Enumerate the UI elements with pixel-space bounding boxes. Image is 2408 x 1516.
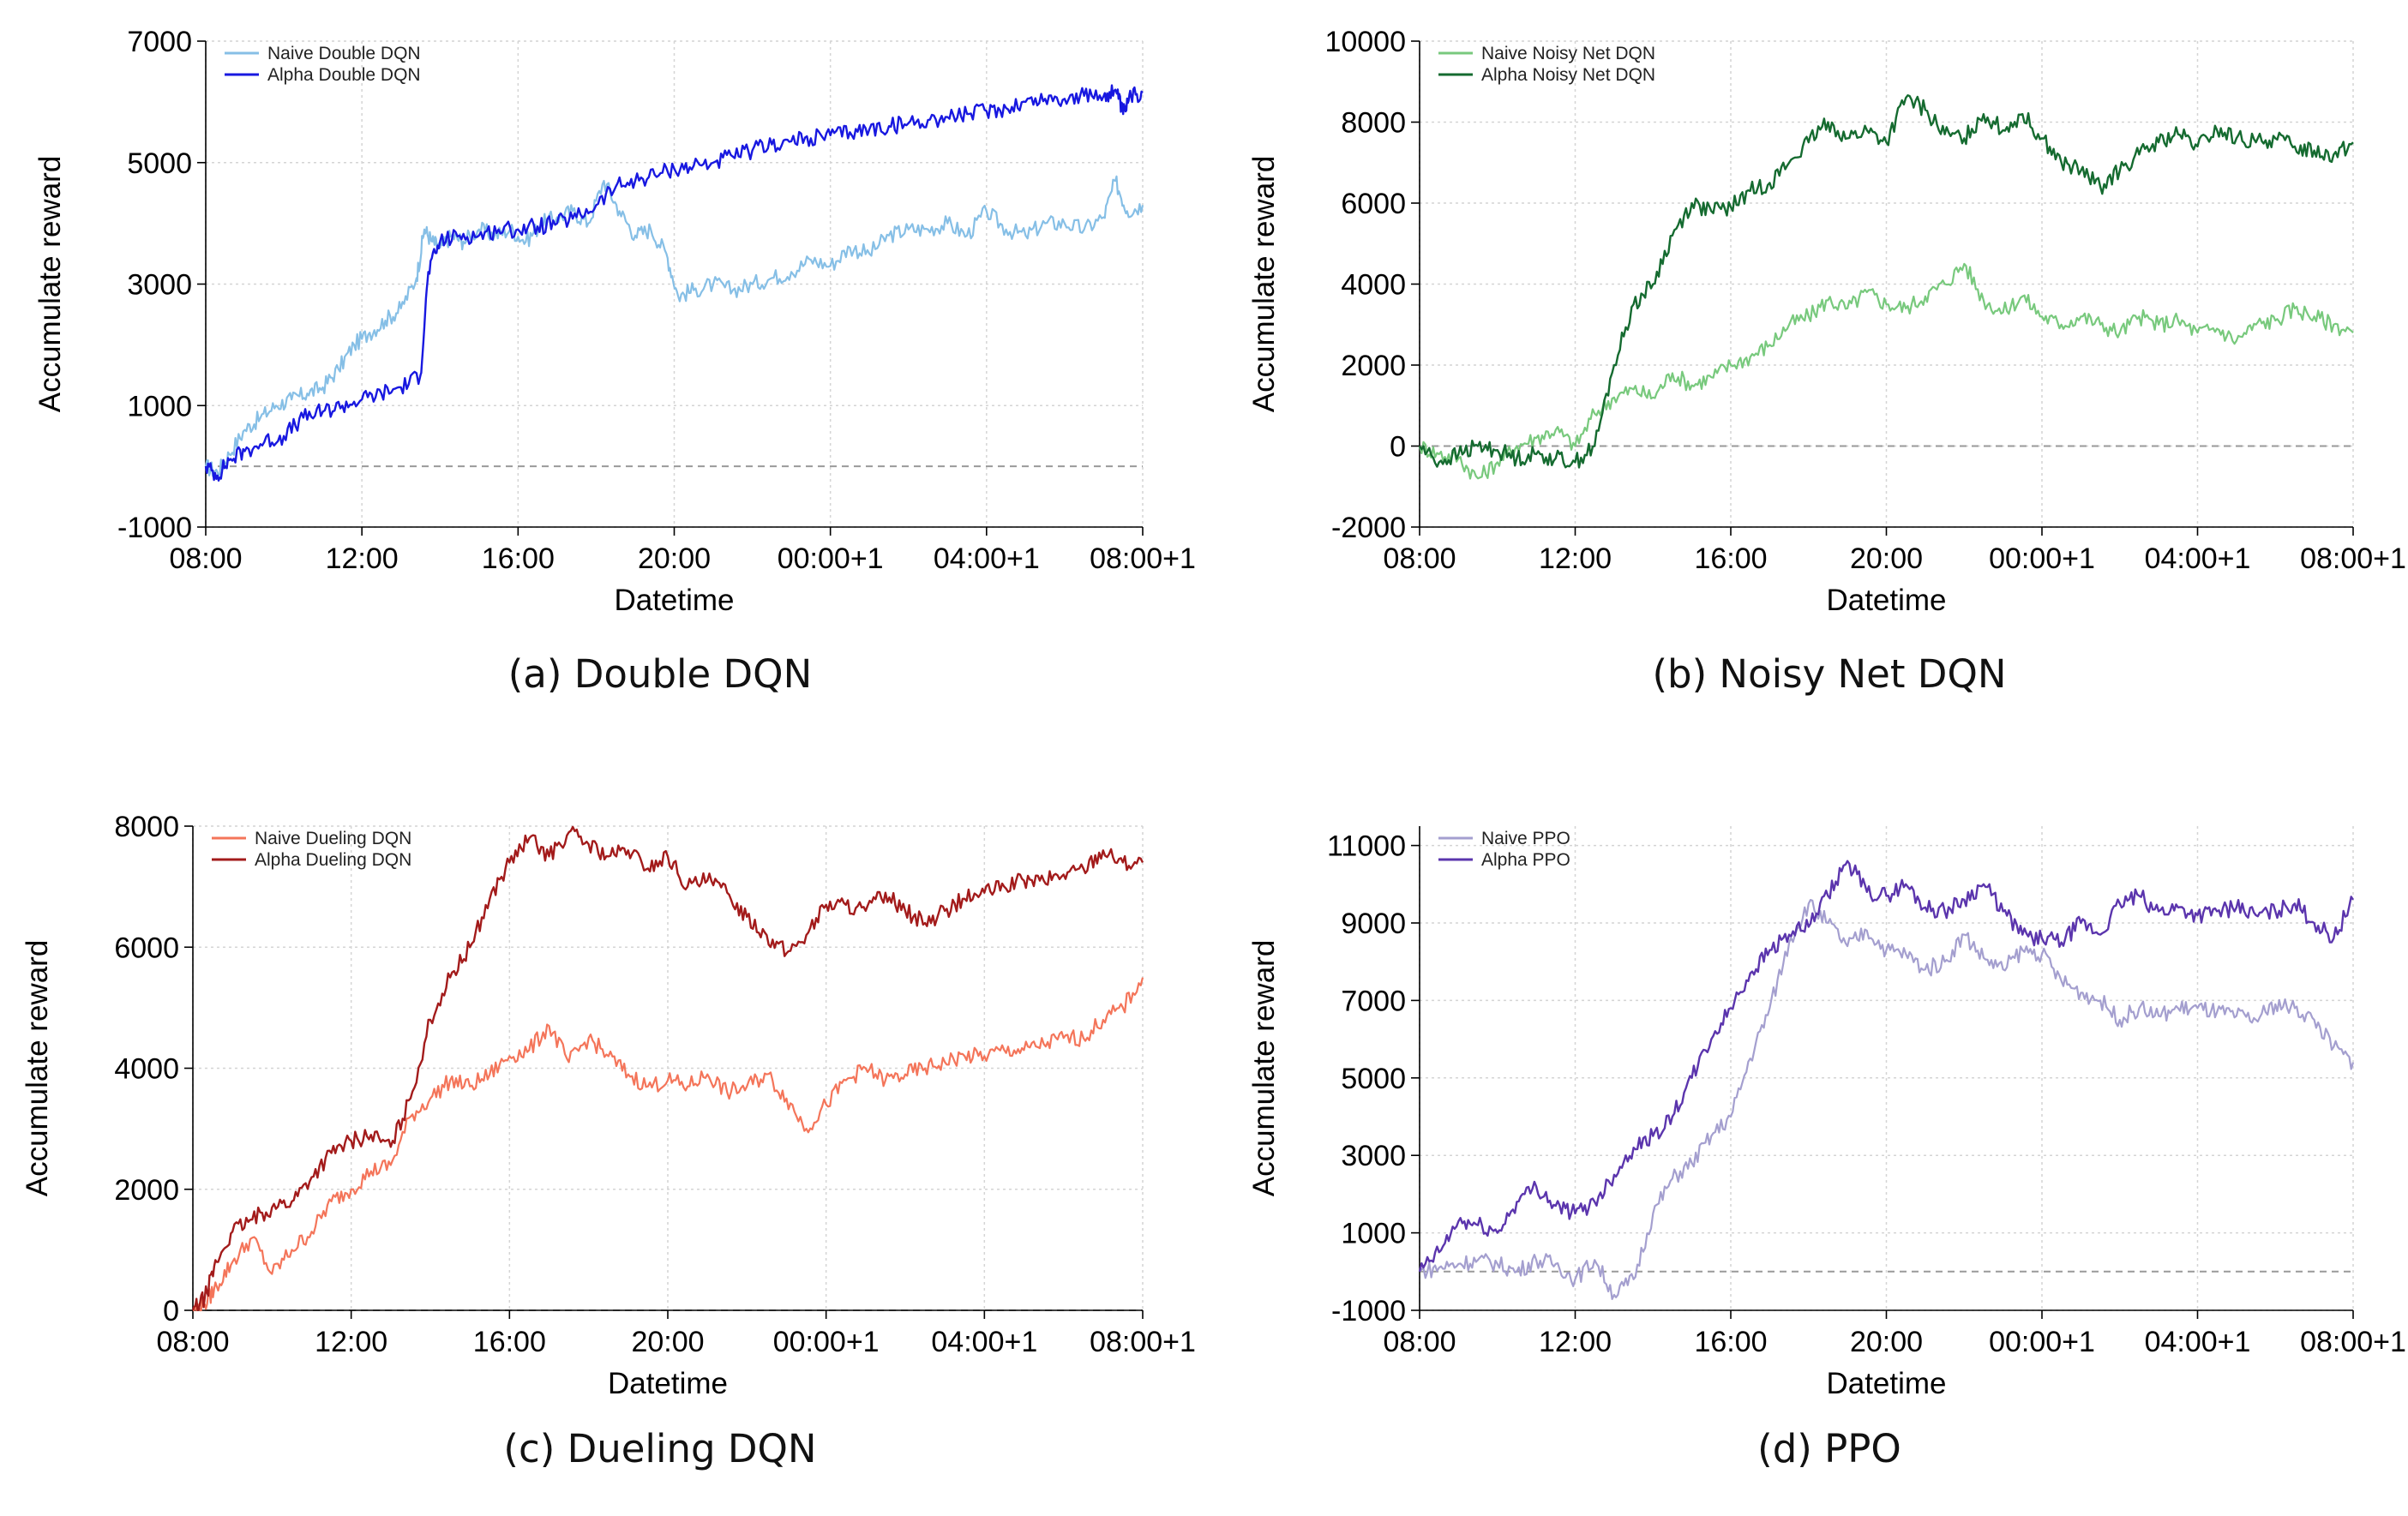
y-tick-label: 1000 bbox=[127, 390, 192, 422]
y-axis-label: Accumulate reward bbox=[33, 156, 67, 413]
series-line-alpha bbox=[1418, 93, 2354, 469]
x-tick-label: 08:00 bbox=[1383, 542, 1456, 575]
series-line-naive bbox=[1419, 899, 2355, 1301]
chart-c: 0 2000 4000 6000 8000 08:00 12:00 16:00 20:00 00:… bbox=[21, 811, 1196, 1400]
x-tick-label: 16:00 bbox=[1694, 1326, 1767, 1358]
y-tick-label: 0 bbox=[1390, 431, 1406, 464]
chart-a: -1000 1000 3000 5000 7000 08:00 12:00 16:00 20:0… bbox=[33, 26, 1196, 617]
x-tick-label: 04:00+1 bbox=[2145, 542, 2251, 575]
panel-b: -2000 0 2000 4000 6000 8000 10000 08:00 12:00 16:… bbox=[1204, 0, 2408, 758]
x-axis-label: Datetime bbox=[614, 584, 734, 617]
legend-label: Naive Noisy Net DQN bbox=[1481, 44, 1655, 63]
x-tick-label: 04:00+1 bbox=[2145, 1326, 2251, 1358]
y-tick-label: 5000 bbox=[1341, 1063, 1406, 1095]
y-tick-label: 6000 bbox=[114, 932, 179, 964]
y-tick-label: 2000 bbox=[114, 1174, 179, 1207]
x-tick-label: 16:00 bbox=[473, 1326, 546, 1358]
y-tick-label: 3000 bbox=[127, 269, 192, 302]
x-tick-label: 08:00 bbox=[156, 1326, 229, 1358]
y-tick-label: 8000 bbox=[1341, 107, 1406, 140]
y-tick-label: 8000 bbox=[114, 811, 179, 843]
chart-d: -1000 1000 3000 5000 7000 9000 11000 08:00 12:00… bbox=[1247, 826, 2406, 1400]
x-tick-label: 00:00+1 bbox=[1989, 1326, 2095, 1358]
x-axis-label: Datetime bbox=[608, 1367, 728, 1400]
series-line-naive bbox=[1418, 262, 2354, 480]
caption-a: (a) Double DQN bbox=[507, 651, 813, 697]
y-axis-label: Accumulate reward bbox=[1247, 940, 1281, 1197]
legend-label: Naive Double DQN bbox=[267, 44, 421, 63]
y-tick-label: 6000 bbox=[1341, 188, 1406, 220]
y-tick-label: -1000 bbox=[1331, 1295, 1406, 1327]
series-line-alpha bbox=[1418, 860, 2355, 1273]
y-tick-label: 1000 bbox=[1341, 1218, 1406, 1250]
caption-d: (d) PPO bbox=[1757, 1426, 1901, 1471]
x-axis-label: Datetime bbox=[1826, 1367, 1946, 1400]
legend-label: Alpha Double DQN bbox=[267, 65, 421, 85]
y-tick-label: 2000 bbox=[1341, 350, 1406, 382]
y-tick-label: 7000 bbox=[1341, 985, 1406, 1017]
x-tick-label: 12:00 bbox=[326, 542, 399, 575]
y-tick-label: 10000 bbox=[1324, 26, 1406, 58]
x-tick-label: 04:00+1 bbox=[931, 1326, 1037, 1358]
y-tick-label: 7000 bbox=[127, 26, 192, 58]
legend-label: Naive PPO bbox=[1481, 829, 1570, 848]
y-tick-label: 9000 bbox=[1341, 908, 1406, 940]
x-tick-label: 16:00 bbox=[482, 542, 555, 575]
panel-c: 0 2000 4000 6000 8000 08:00 12:00 16:00 20:00 00:… bbox=[0, 758, 1204, 1516]
caption-b: (b) Noisy Net DQN bbox=[1652, 651, 2007, 697]
caption-c: (c) Dueling DQN bbox=[503, 1426, 817, 1471]
series-line-naive bbox=[193, 977, 1144, 1312]
legend-label: Alpha Noisy Net DQN bbox=[1481, 65, 1655, 85]
x-tick-label: 00:00+1 bbox=[1989, 542, 2095, 575]
x-tick-label: 08:00+1 bbox=[2300, 542, 2406, 575]
x-tick-label: 12:00 bbox=[1539, 542, 1612, 575]
y-tick-label: -2000 bbox=[1331, 512, 1406, 544]
x-tick-label: 08:00+1 bbox=[1090, 542, 1196, 575]
x-tick-label: 20:00 bbox=[1850, 1326, 1923, 1358]
x-tick-label: 20:00 bbox=[1850, 542, 1923, 575]
x-tick-label: 20:00 bbox=[631, 1326, 704, 1358]
panel-d: -1000 1000 3000 5000 7000 9000 11000 08:00 12:00… bbox=[1204, 758, 2408, 1516]
chart-b: -2000 0 2000 4000 6000 8000 10000 08:00 12:00 16:… bbox=[1247, 26, 2406, 617]
x-tick-label: 04:00+1 bbox=[934, 542, 1040, 575]
legend-label: Naive Dueling DQN bbox=[255, 829, 411, 848]
series-line-alpha bbox=[204, 84, 1144, 482]
x-tick-label: 12:00 bbox=[1539, 1326, 1612, 1358]
y-tick-label: 3000 bbox=[1341, 1140, 1406, 1172]
x-tick-label: 00:00+1 bbox=[773, 1326, 880, 1358]
y-tick-label: 4000 bbox=[114, 1053, 179, 1086]
x-axis-label: Datetime bbox=[1826, 584, 1946, 617]
y-axis-label: Accumulate reward bbox=[21, 940, 54, 1197]
x-tick-label: 12:00 bbox=[315, 1326, 387, 1358]
y-tick-label: 4000 bbox=[1341, 269, 1406, 302]
legend-label: Alpha Dueling DQN bbox=[255, 850, 411, 870]
panel-a: -1000 1000 3000 5000 7000 08:00 12:00 16:00 20:0… bbox=[0, 0, 1204, 758]
series-line-alpha bbox=[191, 825, 1144, 1311]
y-tick-label: 0 bbox=[163, 1295, 179, 1327]
y-axis-label: Accumulate reward bbox=[1247, 156, 1281, 413]
y-tick-label: -1000 bbox=[117, 512, 192, 544]
x-tick-label: 08:00 bbox=[169, 542, 242, 575]
x-tick-label: 16:00 bbox=[1694, 542, 1767, 575]
x-tick-label: 08:00+1 bbox=[1090, 1326, 1196, 1358]
y-tick-label: 11000 bbox=[1327, 830, 1406, 863]
x-tick-label: 08:00+1 bbox=[2300, 1326, 2406, 1358]
x-tick-label: 08:00 bbox=[1383, 1326, 1456, 1358]
legend-label: Alpha PPO bbox=[1481, 850, 1570, 870]
x-tick-label: 20:00 bbox=[638, 542, 711, 575]
x-tick-label: 00:00+1 bbox=[778, 542, 884, 575]
series-line-naive bbox=[204, 175, 1144, 477]
y-tick-label: 5000 bbox=[127, 147, 192, 180]
